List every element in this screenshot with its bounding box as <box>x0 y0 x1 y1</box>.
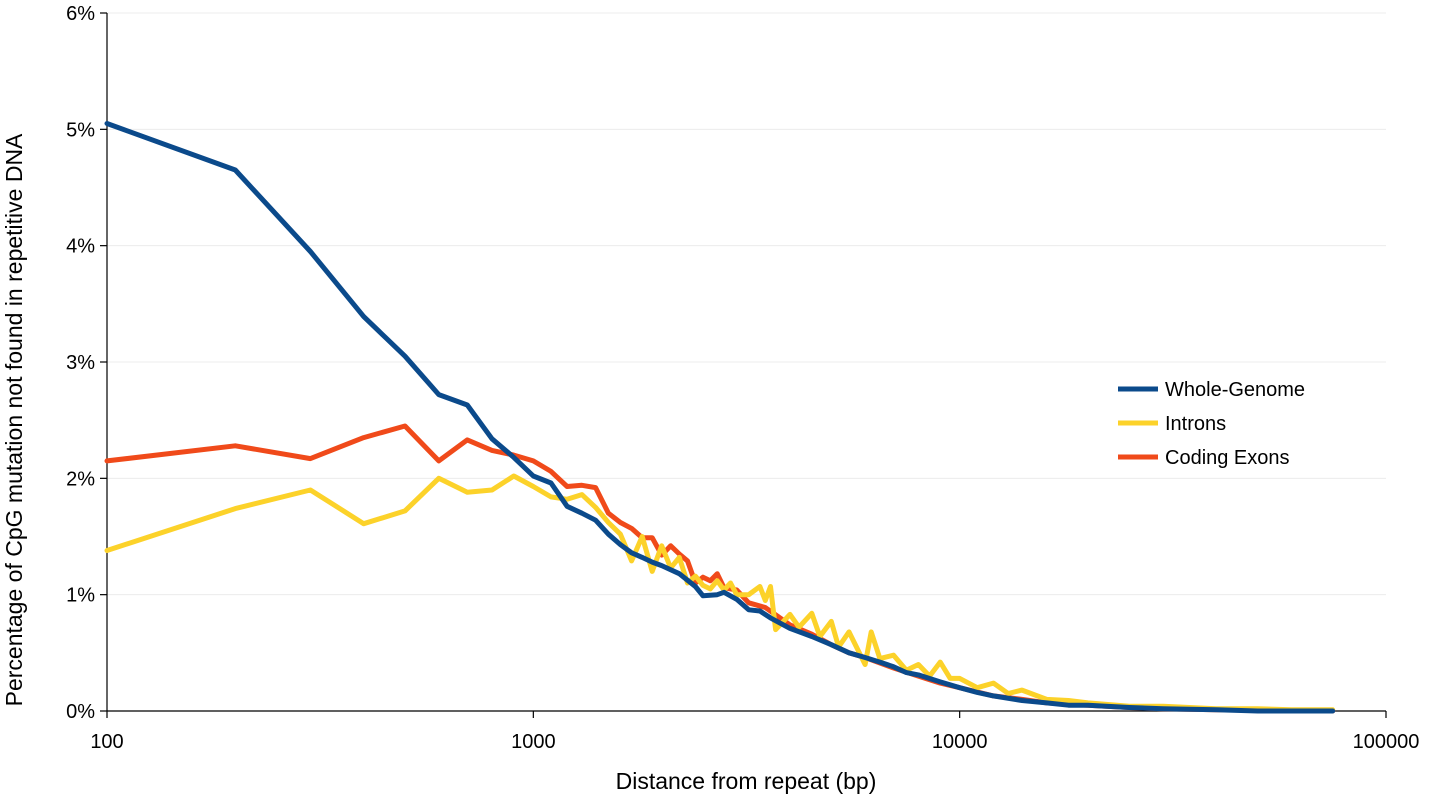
y-tick-label-2: 2% <box>66 468 95 490</box>
legend: Whole-Genome Introns Coding Exons <box>1118 379 1305 469</box>
x-tick-label-2: 10000 <box>932 731 988 753</box>
series-lines <box>104 121 1336 714</box>
y-tick-label-1: 1% <box>66 585 95 607</box>
legend-label-1: Introns <box>1165 413 1226 435</box>
y-ticks: 0% 1% 2% 3% 4% 5% 6% <box>66 3 107 723</box>
x-tick-label-3: 100000 <box>1353 731 1420 753</box>
y-tick-label-3: 3% <box>66 352 95 374</box>
y-axis-title: Percentage of CpG mutation not found in … <box>1 133 27 706</box>
x-axis-title: Distance from repeat (bp) <box>616 768 877 794</box>
legend-label-0: Whole-Genome <box>1165 379 1305 401</box>
x-tick-label-1: 1000 <box>511 731 556 753</box>
gridlines <box>107 12 1386 596</box>
series-line-0 <box>104 121 1336 714</box>
y-tick-label-6: 6% <box>66 3 95 25</box>
y-tick-label-4: 4% <box>66 236 95 258</box>
series-line-2 <box>104 423 1336 714</box>
x-ticks: 100 1000 10000 100000 <box>90 711 1419 753</box>
y-tick-label-0: 0% <box>66 701 95 723</box>
y-tick-label-5: 5% <box>66 119 95 141</box>
x-tick-label-0: 100 <box>90 731 123 753</box>
legend-label-2: Coding Exons <box>1165 447 1290 469</box>
